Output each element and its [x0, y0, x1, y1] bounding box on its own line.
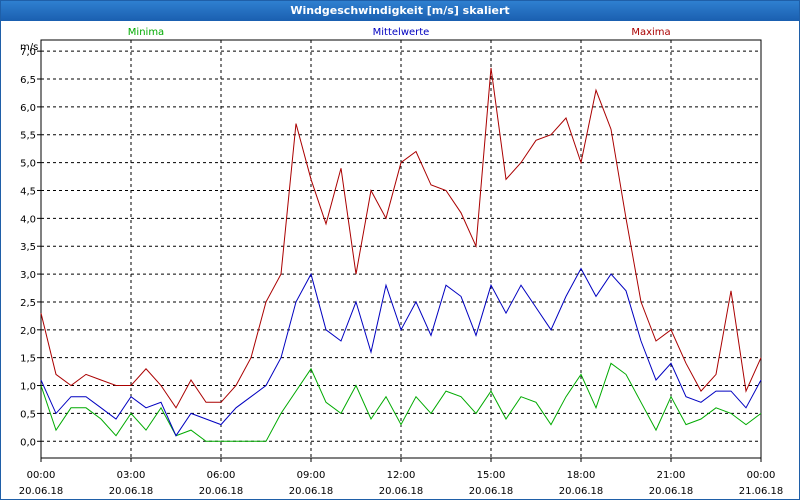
x-tick-time: 09:00 — [297, 470, 326, 481]
chart-title: Windgeschwindigkeit [m/s] skaliert — [1, 1, 799, 21]
legend-minima: Minima — [128, 27, 164, 38]
x-tick-date: 20.06.18 — [559, 486, 604, 497]
x-tick-time: 21:00 — [657, 470, 686, 481]
series-line-minima — [40, 362, 762, 442]
y-tick-label: 4,5 — [20, 186, 36, 197]
y-tick-label: 4,0 — [20, 214, 36, 225]
x-tick-date: 20.06.18 — [379, 486, 424, 497]
x-tick-date: 20.06.18 — [469, 486, 514, 497]
series-line-maxima — [40, 67, 762, 409]
series-lines — [40, 67, 762, 442]
x-tick-time: 15:00 — [477, 470, 506, 481]
x-tick-time: 18:00 — [567, 470, 596, 481]
x-tick-time: 00:00 — [747, 470, 776, 481]
y-tick-label: 5,5 — [20, 131, 36, 142]
y-tick-label: 2,0 — [20, 326, 36, 337]
x-tick-date: 20.06.18 — [289, 486, 334, 497]
x-tick-date: 21.06.18 — [739, 486, 784, 497]
y-tick-label: 6,5 — [20, 75, 36, 86]
y-tick-label: 7,0 — [20, 47, 36, 58]
legend-maxima: Maxima — [631, 27, 670, 38]
y-tick-label: 6,0 — [20, 103, 36, 114]
x-axis: 00:00 20.06.18 03:00 20.06.18 06:00 20.06.18 0… — [19, 458, 784, 497]
x-tick-date: 20.06.18 — [649, 486, 694, 497]
y-axis: 0,0 0,5 1,0 1,5 2,0 2,5 3,0 3,5 4,0 4,5 5,0 5,5 6,0 6… — [20, 47, 41, 448]
x-tick-time: 12:00 — [387, 470, 416, 481]
y-tick-label: 3,5 — [20, 242, 36, 253]
y-tick-label: 5,0 — [20, 159, 36, 170]
x-tick-date: 20.06.18 — [19, 486, 64, 497]
grid-lines — [41, 40, 761, 458]
x-tick-time: 06:00 — [207, 470, 236, 481]
y-tick-label: 1,0 — [20, 382, 36, 393]
legend-mittelwerte: Mittelwerte — [373, 27, 430, 38]
y-tick-label: 1,5 — [20, 354, 36, 365]
y-axis-label: m/s — [20, 42, 38, 53]
x-tick-date: 20.06.18 — [199, 486, 244, 497]
y-tick-label: 0,5 — [20, 409, 36, 420]
x-tick-date: 20.06.18 — [109, 486, 154, 497]
x-tick-time: 03:00 — [117, 470, 146, 481]
y-tick-label: 0,0 — [20, 437, 36, 448]
y-tick-label: 3,0 — [20, 270, 36, 281]
x-tick-time: 00:00 — [27, 470, 56, 481]
y-tick-label: 2,5 — [20, 298, 36, 309]
series-line-mittelwerte — [40, 267, 762, 437]
